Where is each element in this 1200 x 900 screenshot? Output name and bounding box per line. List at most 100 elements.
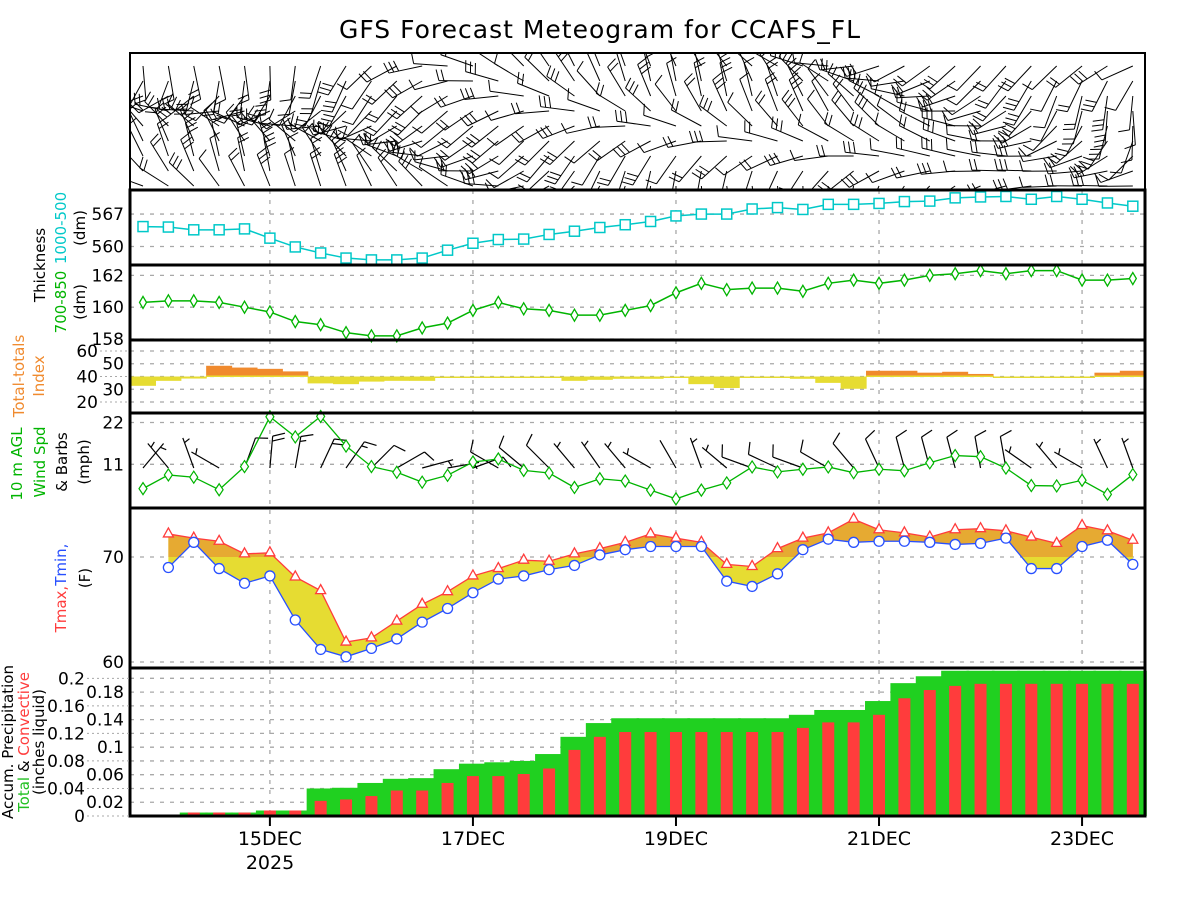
upper-wind-barb-staff — [351, 142, 372, 172]
upper-wind-barb-feather — [396, 145, 401, 157]
upper-wind-barb-feather — [719, 53, 729, 59]
upper-wind-barb-feather — [1048, 162, 1054, 174]
upper-wind-barb-feather — [362, 97, 373, 105]
upper-wind-barb-feather — [548, 96, 552, 109]
upper-wind-barb-feather — [438, 156, 447, 167]
wind-barb-feather — [525, 433, 533, 446]
upper-wind-barb — [1109, 140, 1134, 174]
upper-wind-barb-feather — [761, 53, 766, 58]
upper-wind-barb — [435, 110, 474, 131]
thickness-700-850-point — [341, 325, 351, 340]
upper-wind-barb — [625, 77, 651, 112]
upper-wind-barb — [524, 53, 550, 82]
upper-wind-barb-feather — [571, 181, 583, 186]
wind-barb-staff — [622, 451, 651, 469]
y-tick-label: 50 — [102, 355, 124, 375]
upper-wind-barb — [156, 117, 169, 157]
upper-wind-barb-staff — [727, 101, 753, 127]
wind-speed-point — [290, 429, 301, 445]
upper-wind-barb-feather — [768, 154, 776, 165]
thickness-1000-500-point — [391, 254, 403, 266]
upper-wind-barb — [299, 80, 322, 115]
upper-wind-barb-staff — [327, 65, 347, 96]
upper-wind-barb-staff — [1013, 80, 1032, 111]
upper-wind-barb-staff — [595, 92, 626, 112]
upper-wind-barb-feather — [1004, 77, 1016, 84]
wind-speed-point — [341, 438, 351, 454]
wind-speed-point — [138, 481, 148, 496]
total-totals-bar — [916, 372, 943, 377]
upper-wind-barb — [356, 147, 372, 187]
upper-wind-barb-feather — [1002, 121, 1015, 126]
thickness-1000-500-point — [137, 220, 149, 233]
thickness-1000-500-point — [188, 224, 200, 236]
upper-wind-barb — [571, 155, 601, 186]
upper-wind-barb-feather — [592, 116, 597, 128]
upper-wind-barb-staff — [130, 156, 144, 172]
upper-wind-barb-staff — [130, 106, 144, 112]
wind-barb-staff — [1035, 443, 1058, 469]
upper-wind-barb-staff — [320, 110, 347, 135]
upper-wind-barb-feather — [845, 176, 854, 186]
upper-wind-barb-feather — [893, 78, 903, 87]
upper-wind-barb-feather — [395, 121, 406, 129]
upper-wind-barb-feather — [183, 111, 194, 120]
upper-wind-barb — [185, 95, 220, 122]
upper-wind-barb-feather — [238, 99, 250, 105]
tmax-point — [339, 634, 353, 646]
tmin-point — [847, 536, 860, 548]
upper-wind-barb-feather — [470, 133, 480, 142]
upper-wind-barb-staff — [524, 56, 550, 82]
upper-wind-barb-staff — [236, 122, 246, 157]
total-totals-bar — [206, 365, 233, 377]
surface-wind-barb — [659, 439, 677, 469]
upper-wind-barb-feather — [922, 117, 925, 130]
upper-wind-barb-staff — [184, 80, 195, 115]
upper-wind-barb — [921, 136, 956, 157]
wind-speed-point — [772, 464, 783, 479]
upper-wind-barb-staff — [398, 161, 423, 187]
upper-wind-barb — [615, 109, 651, 127]
upper-wind-barb — [555, 53, 575, 82]
wind-speed-point — [696, 483, 707, 498]
wind-speed-point — [671, 491, 681, 506]
upper-wind-barb — [377, 148, 398, 187]
upper-wind-barb — [620, 53, 626, 67]
upper-wind-barb — [351, 133, 372, 172]
upper-wind-barb — [130, 156, 144, 172]
thickness-700-850-point — [316, 317, 325, 333]
upper-wind-barb — [1104, 80, 1134, 111]
upper-wind-barb-feather — [641, 66, 651, 75]
tmax-point — [872, 522, 886, 534]
upper-wind-barb-staff — [736, 53, 753, 67]
tmax-point — [644, 526, 657, 538]
upper-wind-barb-feather — [470, 149, 481, 157]
upper-wind-barb-staff — [263, 137, 271, 172]
upper-wind-barb-staff — [440, 54, 474, 67]
upper-wind-barb-staff — [946, 170, 981, 173]
upper-wind-barb — [1002, 80, 1032, 111]
upper-wind-barb — [385, 125, 423, 147]
upper-wind-barb-feather — [485, 179, 495, 188]
upper-wind-barb-feather — [775, 118, 779, 130]
upper-wind-barb — [485, 170, 524, 189]
total-totals-bar — [1018, 376, 1045, 378]
upper-wind-barb — [1094, 65, 1134, 81]
upper-wind-barb-feather — [847, 67, 851, 79]
upper-wind-barb-feather — [738, 161, 748, 171]
thickness-axis-title: Thickness 1000-500 700-850 (dm) (dm) — [31, 192, 89, 333]
upper-wind-barb-feather — [412, 126, 423, 134]
upper-wind-barb — [411, 125, 448, 148]
upper-wind-barb — [972, 95, 1007, 122]
upper-wind-barb-staff — [329, 95, 347, 127]
upper-wind-barb-staff — [554, 155, 575, 185]
upper-wind-barb — [739, 72, 753, 112]
tmax-point — [796, 530, 809, 542]
tmin-point — [695, 540, 708, 553]
upper-wind-barb-feather — [597, 182, 609, 186]
upper-wind-barb-feather — [972, 85, 984, 92]
upper-wind-barb-feather — [791, 66, 802, 75]
upper-wind-barb — [744, 120, 778, 142]
upper-wind-barb-staff — [416, 140, 448, 157]
total-totals-bar — [688, 376, 715, 385]
